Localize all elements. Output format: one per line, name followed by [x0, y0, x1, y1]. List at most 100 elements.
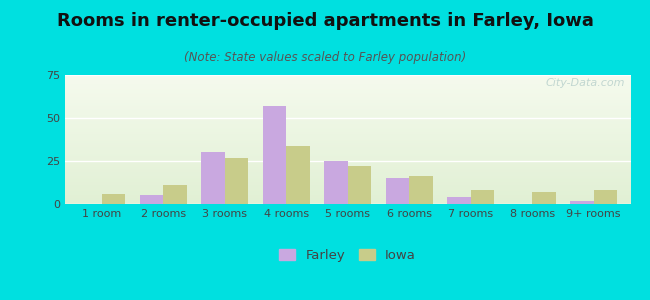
Bar — [65, 107, 630, 109]
Bar — [65, 106, 630, 107]
Bar — [65, 87, 630, 88]
Bar — [570, 201, 593, 204]
Bar — [65, 152, 630, 154]
Bar — [65, 147, 630, 148]
Bar — [65, 200, 630, 201]
Bar — [410, 176, 433, 204]
Bar — [65, 100, 630, 101]
Bar — [65, 190, 630, 191]
Bar — [65, 170, 630, 172]
Bar — [65, 105, 630, 106]
Bar — [65, 84, 630, 85]
Bar — [65, 78, 630, 79]
Bar — [65, 140, 630, 141]
Bar — [65, 115, 630, 116]
Bar — [65, 123, 630, 124]
Bar — [65, 165, 630, 166]
Bar — [65, 88, 630, 89]
Bar — [65, 137, 630, 138]
Bar — [65, 199, 630, 200]
Bar — [65, 110, 630, 111]
Bar — [65, 188, 630, 190]
Bar — [65, 141, 630, 142]
Bar — [65, 76, 630, 78]
Bar — [65, 80, 630, 81]
Bar — [65, 195, 630, 196]
Bar — [65, 111, 630, 112]
Bar — [65, 178, 630, 179]
Bar — [65, 168, 630, 169]
Bar — [65, 143, 630, 145]
Bar — [65, 132, 630, 133]
Bar — [348, 166, 371, 204]
Bar — [65, 154, 630, 155]
Bar — [65, 182, 630, 183]
Bar — [163, 185, 187, 204]
Bar — [65, 197, 630, 199]
Bar — [65, 134, 630, 136]
Bar — [65, 156, 630, 158]
Bar — [65, 142, 630, 143]
Bar — [263, 106, 286, 204]
Bar — [202, 152, 225, 204]
Bar — [65, 203, 630, 204]
Legend: Farley, Iowa: Farley, Iowa — [277, 246, 419, 265]
Bar — [65, 116, 630, 118]
Bar — [65, 179, 630, 181]
Bar — [65, 133, 630, 134]
Bar — [65, 103, 630, 105]
Bar — [386, 178, 410, 204]
Bar — [65, 191, 630, 192]
Bar — [65, 176, 630, 177]
Bar — [102, 194, 125, 204]
Bar — [65, 89, 630, 91]
Bar — [65, 127, 630, 128]
Bar — [65, 155, 630, 156]
Bar — [593, 190, 617, 204]
Bar — [65, 184, 630, 186]
Bar — [65, 146, 630, 147]
Bar — [65, 122, 630, 123]
Bar — [65, 192, 630, 194]
Bar — [65, 158, 630, 159]
Bar — [65, 159, 630, 160]
Bar — [65, 120, 630, 122]
Bar — [65, 183, 630, 184]
Bar — [65, 101, 630, 102]
Bar — [65, 81, 630, 83]
Bar — [65, 150, 630, 151]
Bar — [65, 151, 630, 152]
Bar — [65, 161, 630, 163]
Bar — [65, 169, 630, 170]
Bar — [65, 129, 630, 130]
Bar — [65, 174, 630, 175]
Bar — [65, 75, 630, 76]
Bar — [65, 172, 630, 173]
Bar — [65, 112, 630, 114]
Bar — [65, 97, 630, 98]
Text: (Note: State values scaled to Farley population): (Note: State values scaled to Farley pop… — [184, 51, 466, 64]
Bar — [65, 167, 630, 168]
Bar — [65, 92, 630, 93]
Text: City-Data.com: City-Data.com — [545, 78, 625, 88]
Bar — [65, 118, 630, 119]
Bar — [65, 98, 630, 100]
Bar — [65, 96, 630, 97]
Bar — [65, 201, 630, 203]
Bar — [286, 146, 309, 204]
Bar — [65, 94, 630, 96]
Bar — [65, 173, 630, 174]
Bar — [65, 163, 630, 164]
Bar — [65, 114, 630, 115]
Bar — [65, 164, 630, 165]
Bar — [65, 186, 630, 187]
Bar — [65, 93, 630, 94]
Bar — [65, 160, 630, 161]
Bar — [65, 130, 630, 132]
Bar — [65, 177, 630, 178]
Bar — [65, 136, 630, 137]
Bar — [65, 196, 630, 197]
Bar — [65, 125, 630, 127]
Bar — [65, 128, 630, 129]
Text: Rooms in renter-occupied apartments in Farley, Iowa: Rooms in renter-occupied apartments in F… — [57, 12, 593, 30]
